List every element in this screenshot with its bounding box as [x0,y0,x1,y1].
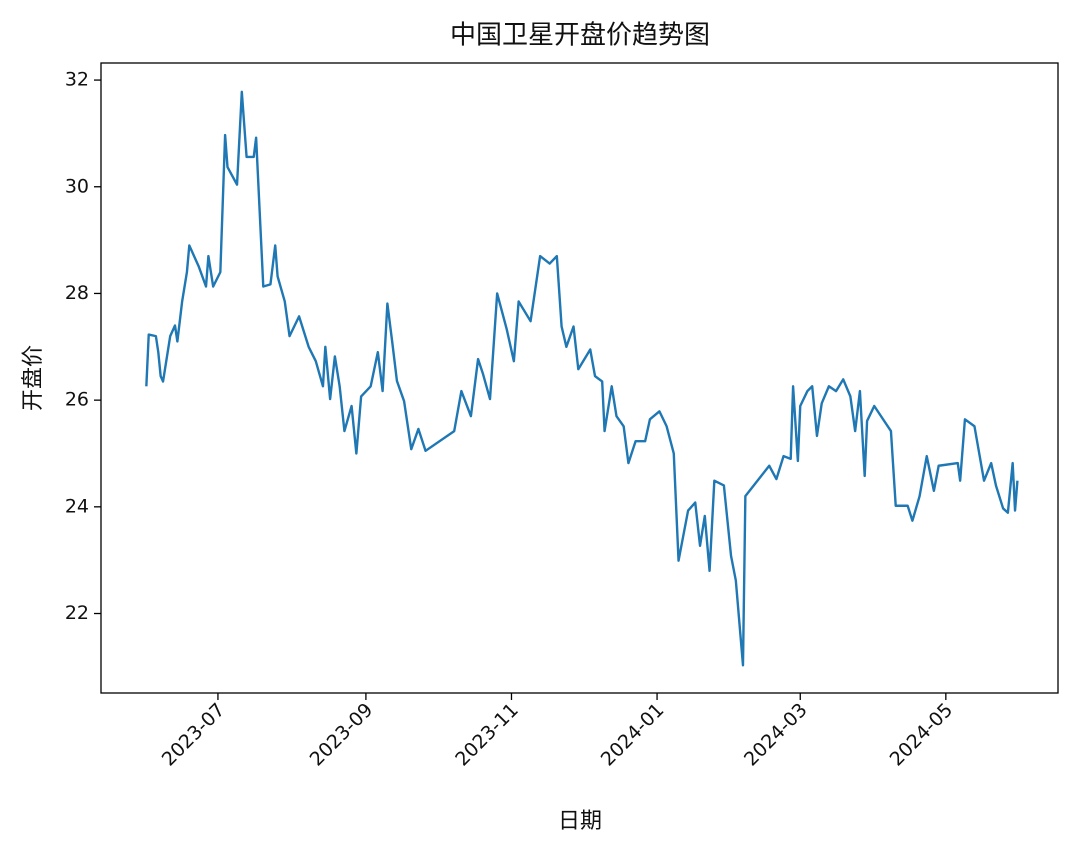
y-tick-label: 26 [65,389,89,411]
y-tick-label: 30 [65,175,89,197]
y-tick-label: 24 [65,495,89,517]
price-line [145,90,1019,667]
y-tick-label: 22 [65,602,89,624]
plot-frame [100,62,1059,694]
y-axis-label: 开盘价 [21,345,46,411]
chart-title: 中国卫星开盘价趋势图 [450,21,710,51]
y-tick-label: 32 [65,69,89,91]
x-axis-label: 日期 [558,809,602,834]
y-tick-label: 28 [65,282,89,304]
